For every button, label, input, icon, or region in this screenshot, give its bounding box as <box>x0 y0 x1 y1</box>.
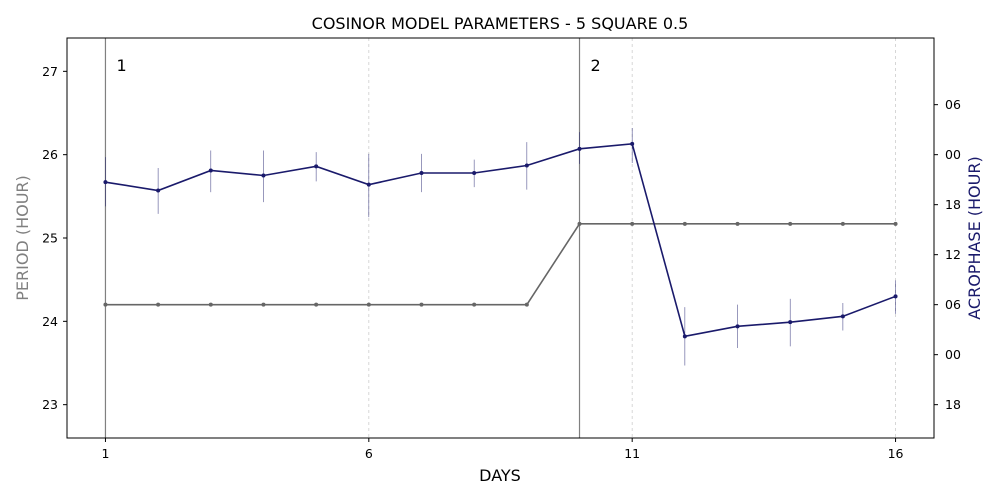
series-layer <box>103 128 898 366</box>
acrophase-point <box>208 168 213 173</box>
period-point <box>366 302 371 307</box>
acrophase-point <box>788 320 793 325</box>
left-y-tick-label: 23 <box>42 397 58 412</box>
chart-title: COSINOR MODEL PARAMETERS - 5 SQUARE 0.5 <box>312 14 689 33</box>
acrophase-point <box>366 182 371 187</box>
period-point <box>472 302 477 307</box>
acrophase-point <box>261 173 266 178</box>
x-tick-label: 11 <box>624 446 640 461</box>
acrophase-line <box>105 142 896 338</box>
period-point <box>419 302 424 307</box>
x-axis-label: DAYS <box>479 466 521 485</box>
left-y-tick-label: 25 <box>42 231 58 246</box>
period-point <box>314 302 319 307</box>
period-point <box>788 221 793 226</box>
right-y-tick-label: 06 <box>945 297 961 312</box>
acrophase-point <box>840 314 845 319</box>
period-point <box>208 302 213 307</box>
left-y-tick-label: 27 <box>42 64 58 79</box>
right-y-tick-label: 18 <box>945 397 961 412</box>
period-point <box>103 302 108 307</box>
acrophase-point <box>472 171 477 175</box>
acrophase-point <box>314 164 319 169</box>
right-y-tick-label: 06 <box>945 97 961 112</box>
acrophase-point <box>103 180 108 185</box>
period-point <box>524 302 529 307</box>
left-axis-label: PERIOD (HOUR) <box>13 175 32 301</box>
right-axis-label: ACROPHASE (HOUR) <box>965 156 984 319</box>
right-y-tick-label: 00 <box>945 147 961 162</box>
period-point <box>735 221 740 226</box>
period-point <box>156 302 161 307</box>
acrophase-point <box>524 163 529 168</box>
period-point <box>893 221 898 226</box>
left-y-tick-label: 26 <box>42 147 58 162</box>
acrophase-point <box>735 324 740 329</box>
segment-label: 1 <box>116 56 126 75</box>
period-point <box>261 302 266 307</box>
period-point <box>630 221 635 226</box>
period-point <box>682 221 687 226</box>
x-tick-label: 6 <box>365 446 373 461</box>
x-tick-label: 16 <box>888 446 904 461</box>
segment-label: 2 <box>591 56 601 75</box>
acrophase-point <box>893 294 898 299</box>
right-y-tick-label: 18 <box>945 197 961 212</box>
x-tick-label: 1 <box>101 446 109 461</box>
period-point <box>840 221 845 226</box>
acrophase-point <box>630 141 635 146</box>
acrophase-point <box>577 146 582 151</box>
acrophase-point <box>682 334 687 339</box>
acrophase-point <box>156 188 161 193</box>
period-line <box>105 223 896 306</box>
left-y-tick-label: 24 <box>42 314 58 329</box>
right-y-tick-label: 00 <box>945 347 961 362</box>
acrophase-point <box>419 171 424 175</box>
right-y-tick-label: 12 <box>945 247 961 262</box>
period-point <box>577 221 582 226</box>
